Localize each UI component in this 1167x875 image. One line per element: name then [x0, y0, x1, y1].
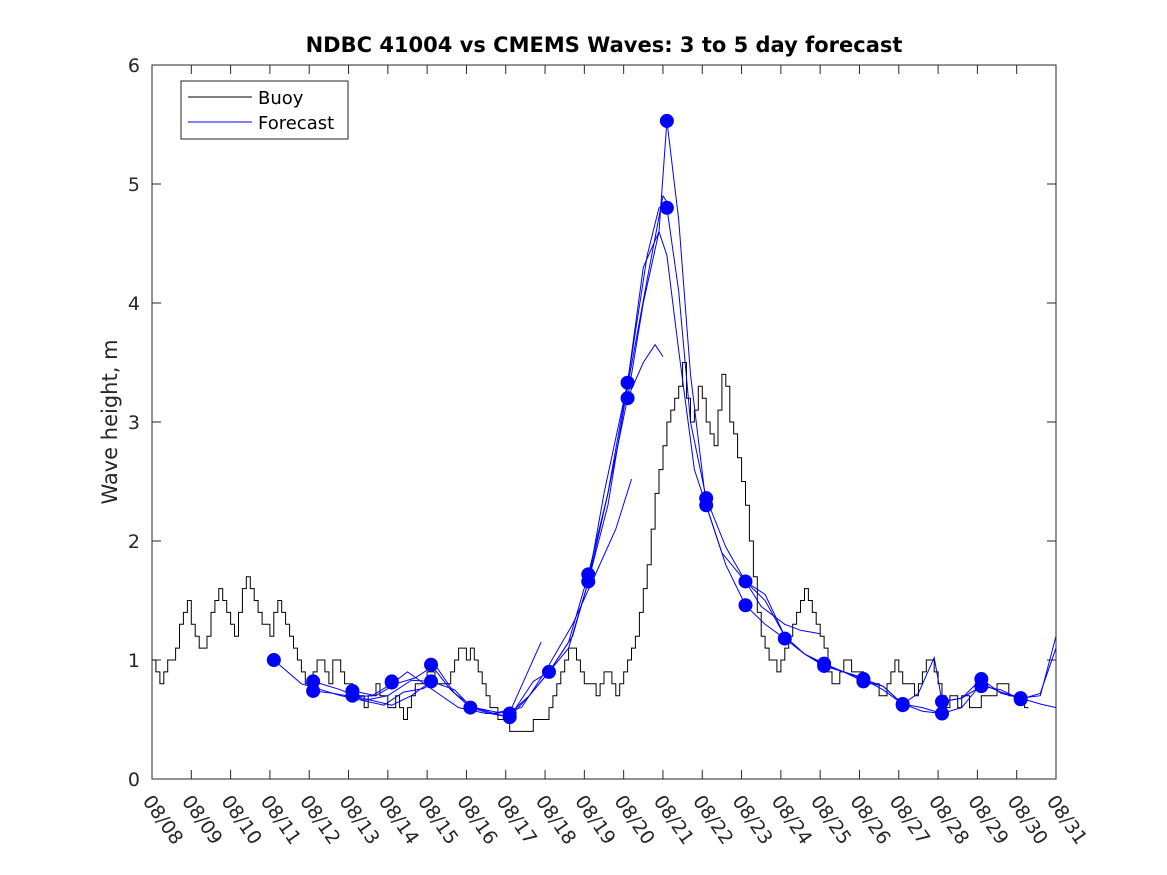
- forecast-marker: [935, 694, 950, 709]
- forecast-marker: [856, 674, 871, 689]
- y-tick-label: 2: [128, 531, 140, 553]
- forecast-marker: [541, 664, 556, 679]
- forecast-marker: [738, 574, 753, 589]
- forecast-series-line-10: [745, 581, 1056, 709]
- forecast-marker: [777, 631, 792, 646]
- forecast-series-line-1: [273, 659, 432, 706]
- forecast-marker: [699, 498, 714, 513]
- forecast-marker: [974, 679, 989, 694]
- y-tick-label: 4: [128, 293, 140, 315]
- forecast-marker: [266, 653, 281, 667]
- y-axis-label: Wave height, m: [98, 339, 122, 504]
- plot-area: 012345608/0808/0908/1008/1108/1208/1308/…: [128, 55, 1091, 849]
- forecast-marker: [424, 657, 439, 672]
- forecast-marker: [895, 698, 910, 713]
- forecast-marker: [502, 710, 517, 725]
- legend: Buoy Forecast: [180, 80, 349, 140]
- forecast-series-line-4: [352, 478, 632, 713]
- forecast-series-line-12: [941, 647, 1056, 703]
- forecast-marker: [1013, 692, 1028, 707]
- forecast-marker: [306, 683, 321, 698]
- forecast-marker: [620, 375, 635, 390]
- forecast-series-line-2: [312, 679, 432, 702]
- forecast-marker: [581, 574, 596, 589]
- forecast-marker: [384, 674, 399, 689]
- forecast-marker: [620, 391, 635, 406]
- forecast-marker: [463, 700, 478, 715]
- forecast-marker: [659, 200, 674, 215]
- chart-title: NDBC 41004 vs CMEMS Waves: 3 to 5 day fo…: [306, 33, 903, 57]
- legend-forecast-label: Forecast: [258, 113, 334, 134]
- forecast-marker: [817, 658, 832, 673]
- forecast-marker: [659, 113, 674, 128]
- legend-buoy-label: Buoy: [258, 88, 304, 109]
- forecast-marker: [424, 674, 439, 689]
- y-tick-label: 6: [128, 55, 140, 77]
- y-tick-label: 5: [128, 174, 140, 196]
- axes-frame: [151, 64, 1057, 780]
- forecast-series-line-9: [627, 343, 664, 399]
- y-tick-label: 3: [128, 412, 140, 434]
- forecast-marker: [738, 598, 753, 613]
- forecast-marker: [345, 688, 360, 703]
- forecast-marker: [935, 706, 950, 721]
- legend-box: [180, 80, 349, 140]
- y-tick-label: 0: [128, 769, 140, 791]
- y-tick-label: 1: [128, 650, 140, 672]
- forecast-series-line-5: [352, 194, 672, 718]
